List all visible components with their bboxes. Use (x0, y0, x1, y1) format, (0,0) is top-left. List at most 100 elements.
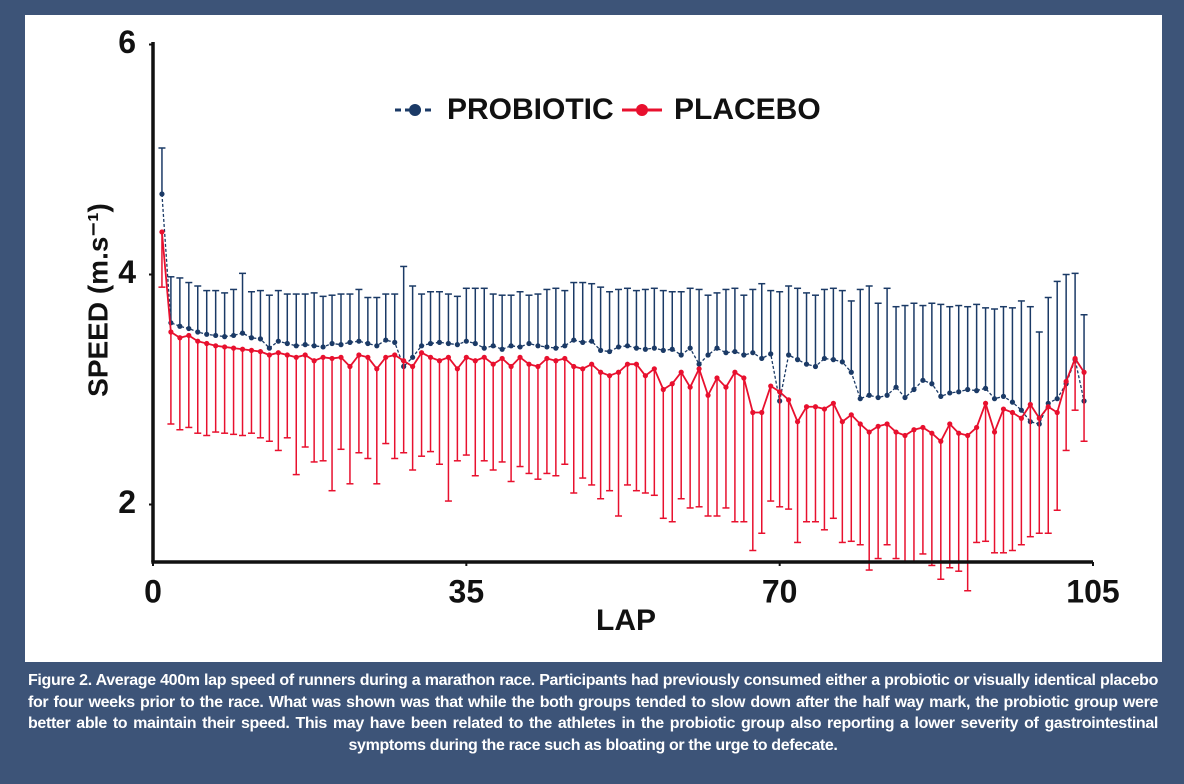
point (248, 347, 255, 353)
point (803, 361, 810, 367)
point (410, 354, 416, 360)
point (866, 392, 872, 398)
point (213, 343, 219, 349)
x-tick-label: 70 (762, 573, 798, 609)
point (168, 329, 174, 335)
legend-label: PROBIOTIC (447, 93, 614, 126)
point (204, 331, 210, 337)
point (329, 355, 335, 362)
point (956, 389, 962, 395)
point (714, 345, 720, 351)
point (651, 345, 657, 351)
point (624, 361, 631, 367)
point (651, 366, 657, 372)
point (1000, 393, 1007, 399)
point (660, 347, 666, 353)
point (454, 342, 460, 348)
point (445, 340, 452, 347)
point (213, 332, 219, 339)
point (222, 344, 228, 350)
point (1036, 415, 1042, 421)
point (195, 329, 201, 335)
point (633, 345, 640, 351)
point (884, 421, 890, 427)
point (982, 385, 989, 391)
point (1081, 369, 1087, 375)
point (687, 345, 693, 351)
point (615, 344, 622, 350)
point (1063, 378, 1069, 385)
point (580, 366, 586, 372)
series-line (161, 231, 1085, 443)
point (678, 369, 684, 375)
point (768, 383, 774, 389)
point (517, 344, 523, 350)
point (320, 354, 326, 360)
point (338, 354, 344, 360)
point (723, 350, 729, 356)
point (857, 396, 863, 402)
point (1009, 409, 1016, 416)
point (275, 338, 281, 344)
point (284, 352, 290, 358)
point (311, 358, 317, 364)
point (347, 363, 353, 370)
point (589, 338, 595, 344)
point (1072, 355, 1078, 362)
point (195, 338, 201, 344)
point (974, 388, 980, 394)
point (714, 375, 720, 381)
point (275, 350, 281, 356)
point (544, 344, 550, 350)
y-tick-label: 2 (118, 484, 136, 520)
point (230, 345, 237, 351)
point (633, 361, 640, 367)
point (786, 352, 792, 358)
point (472, 340, 478, 347)
point (777, 389, 783, 395)
caption: Figure 2. Average 400m lap speed of runn… (28, 672, 1158, 754)
point (660, 386, 666, 393)
point (356, 338, 362, 344)
x-axis-label: LAP (596, 604, 656, 637)
point (365, 340, 371, 347)
point (383, 337, 389, 343)
point (669, 346, 675, 352)
x-tick-label: 35 (449, 573, 485, 609)
point (893, 384, 899, 390)
point (812, 363, 819, 370)
point (347, 339, 353, 345)
point (535, 363, 541, 370)
point (848, 412, 854, 418)
point (159, 191, 165, 197)
point (553, 345, 559, 351)
point (266, 352, 272, 358)
point (266, 345, 272, 351)
point (974, 424, 980, 431)
point (517, 354, 523, 360)
point (750, 409, 756, 416)
point (302, 352, 308, 358)
point (410, 363, 416, 370)
point (965, 386, 971, 393)
point (991, 396, 998, 402)
point (490, 343, 496, 349)
point (186, 332, 192, 339)
point (553, 358, 559, 364)
point (239, 330, 246, 336)
legend-label: PLACEBO (674, 93, 821, 126)
point (759, 355, 765, 362)
point (204, 340, 210, 347)
point (159, 229, 165, 235)
point (284, 340, 290, 347)
point (580, 339, 586, 345)
point (830, 400, 836, 406)
point (186, 325, 192, 332)
point (938, 438, 944, 444)
point (920, 377, 926, 383)
point (857, 421, 863, 427)
point (535, 343, 541, 349)
point (929, 381, 935, 387)
point (427, 340, 434, 347)
